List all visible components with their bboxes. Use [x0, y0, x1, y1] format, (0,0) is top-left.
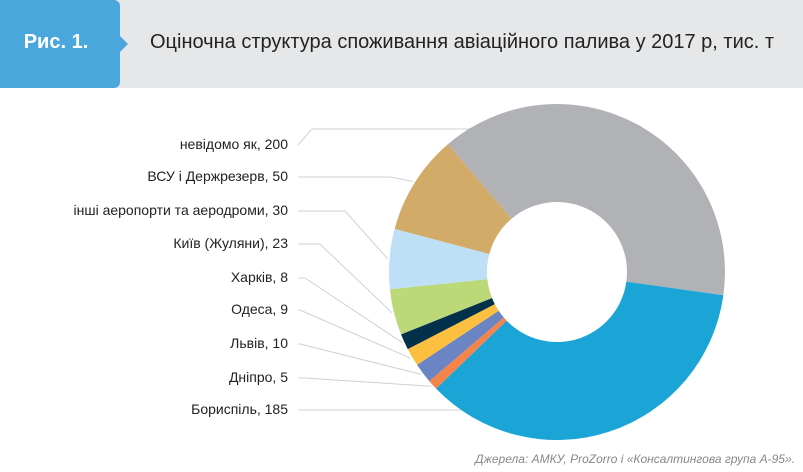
legend-label-3: Львів, 10: [230, 335, 288, 351]
figure-label: Рис. 1.: [23, 31, 89, 53]
slice-7: [389, 228, 490, 290]
leader-line-7: [298, 210, 388, 259]
slice-5: [401, 298, 495, 350]
legend-label-4: Одеса, 9: [231, 301, 288, 317]
legend-label-0: невідомо як, 200: [179, 136, 288, 152]
slice-6: [389, 279, 493, 335]
leader-line-8: [298, 176, 414, 182]
leader-line-5: [298, 277, 403, 344]
legend-label-2: Дніпро, 5: [228, 369, 288, 385]
legend-label-6: Київ (Жуляни), 23: [173, 235, 288, 251]
legend-label-5: Харків, 8: [230, 269, 288, 285]
slice-1: [436, 281, 724, 441]
leader-line-3: [298, 343, 422, 375]
leader-line-0: [297, 128, 470, 146]
slice-2: [429, 317, 507, 389]
header-band: [0, 0, 803, 88]
leader-line-2: [298, 377, 432, 387]
legend-label-1: Бориспіль, 185: [191, 401, 288, 417]
figure-tab: Рис. 1.: [0, 0, 128, 88]
leader-line-4: [298, 309, 411, 359]
source-note: Джерела: АМКУ, ProZorro і «Консалтингова…: [475, 452, 795, 466]
legend-label-8: ВСУ і Держрезерв, 50: [147, 168, 288, 184]
chart-title: Оціночна структура споживання авіаційног…: [150, 31, 775, 53]
slice-8: [394, 144, 512, 255]
slice-3: [417, 310, 504, 382]
slice-4: [407, 304, 499, 365]
legend-label-7: інші аеропорти та аеродроми, 30: [73, 202, 289, 218]
leader-line-6: [298, 243, 393, 314]
slice-0: [447, 104, 725, 296]
